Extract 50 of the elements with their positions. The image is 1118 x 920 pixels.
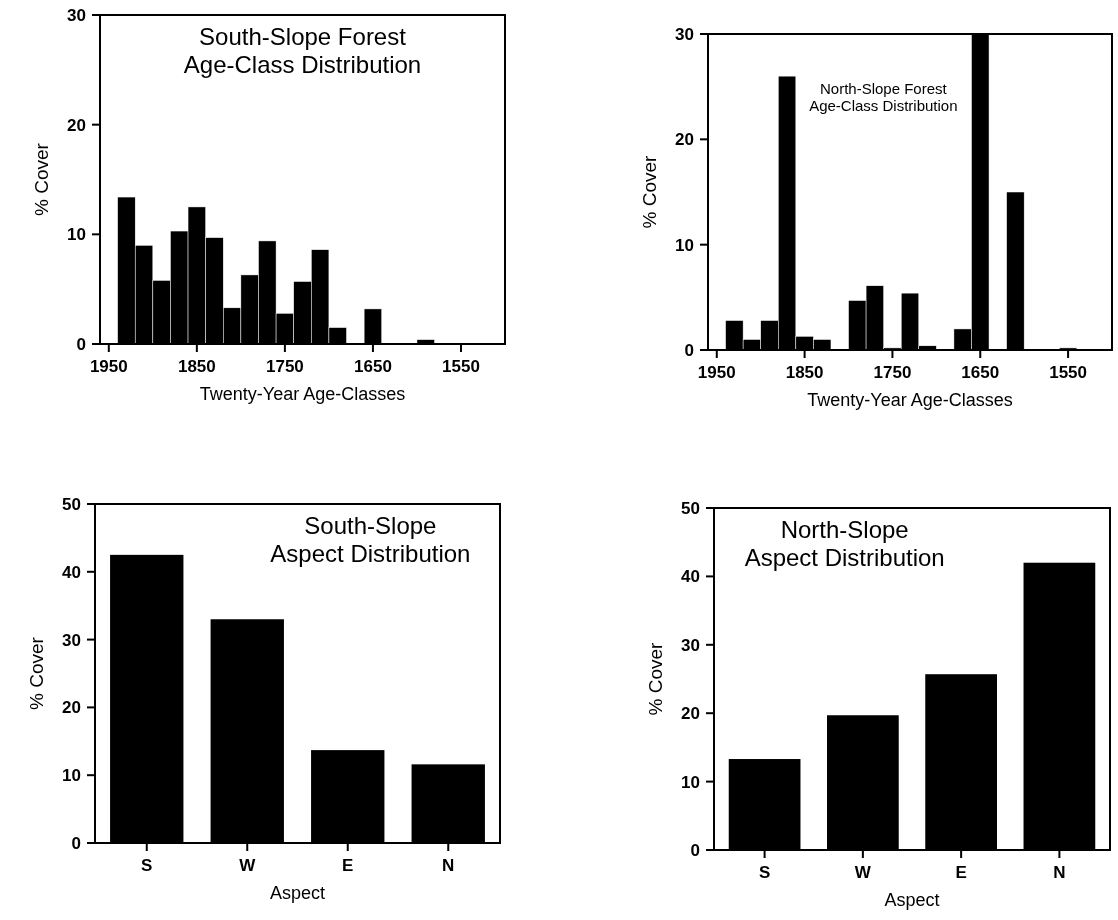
x-tick-label: N: [1053, 863, 1066, 882]
y-tick-label: 20: [675, 130, 694, 150]
x-tick-label: E: [955, 863, 967, 882]
x-axis-title: Twenty-Year Age-Classes: [807, 390, 1013, 410]
y-tick-label: 50: [62, 494, 81, 514]
x-tick-label: 1750: [873, 363, 912, 382]
x-axis-title: Twenty-Year Age-Classes: [199, 384, 406, 404]
y-tick-label: 10: [67, 225, 86, 245]
x-tick-label: 1650: [961, 363, 1000, 382]
x-tick-label: 1750: [265, 357, 304, 376]
y-tick-label: 20: [67, 115, 86, 135]
y-tick-label: 30: [681, 635, 700, 655]
x-tick-label: W: [239, 856, 257, 875]
y-axis-title: % Cover: [645, 641, 666, 716]
text: North-Slope Aspect Distribution: [744, 516, 945, 571]
x-tick-label: 1850: [785, 363, 824, 382]
x-tick-label: N: [442, 856, 455, 875]
y-axis-title: % Cover: [31, 142, 52, 216]
text: North-Slope Forest Age-Class Distribution: [809, 80, 958, 115]
y-axis-title: % Cover: [639, 154, 660, 229]
y-tick-label: 10: [675, 235, 694, 255]
x-tick-label: E: [342, 856, 354, 875]
y-tick-label: 10: [62, 766, 81, 786]
y-tick-label: 20: [681, 704, 700, 724]
x-tick-label: 1950: [697, 363, 736, 382]
x-tick-label: S: [758, 863, 771, 882]
text: South-Slope Forest Age-Class Distribution: [183, 23, 422, 78]
x-tick-label: S: [141, 856, 153, 875]
y-tick-label: 0: [684, 340, 694, 360]
y-tick-label: 10: [681, 772, 700, 792]
y-tick-label: 0: [76, 334, 86, 354]
x-axis-title: Aspect: [269, 883, 326, 903]
y-tick-label: 40: [681, 567, 700, 587]
y-tick-label: 20: [62, 698, 81, 718]
x-tick-label: 1650: [354, 357, 392, 376]
y-tick-label: 30: [675, 24, 694, 44]
y-tick-label: 0: [71, 833, 81, 853]
x-tick-label: 1850: [177, 357, 216, 376]
y-axis-title: % Cover: [26, 636, 47, 710]
x-tick-label: W: [854, 863, 872, 882]
y-tick-label: 40: [62, 562, 81, 582]
y-tick-label: 30: [62, 630, 81, 650]
text: South-Slope Aspect Distribution: [270, 512, 471, 567]
x-axis-title: Aspect: [884, 890, 940, 910]
y-tick-label: 50: [681, 498, 700, 518]
x-tick-label: 1550: [1049, 363, 1087, 382]
x-tick-label: 1950: [89, 357, 128, 376]
y-tick-label: 30: [67, 5, 86, 25]
x-tick-label: 1550: [442, 357, 480, 376]
y-tick-label: 0: [690, 840, 700, 860]
